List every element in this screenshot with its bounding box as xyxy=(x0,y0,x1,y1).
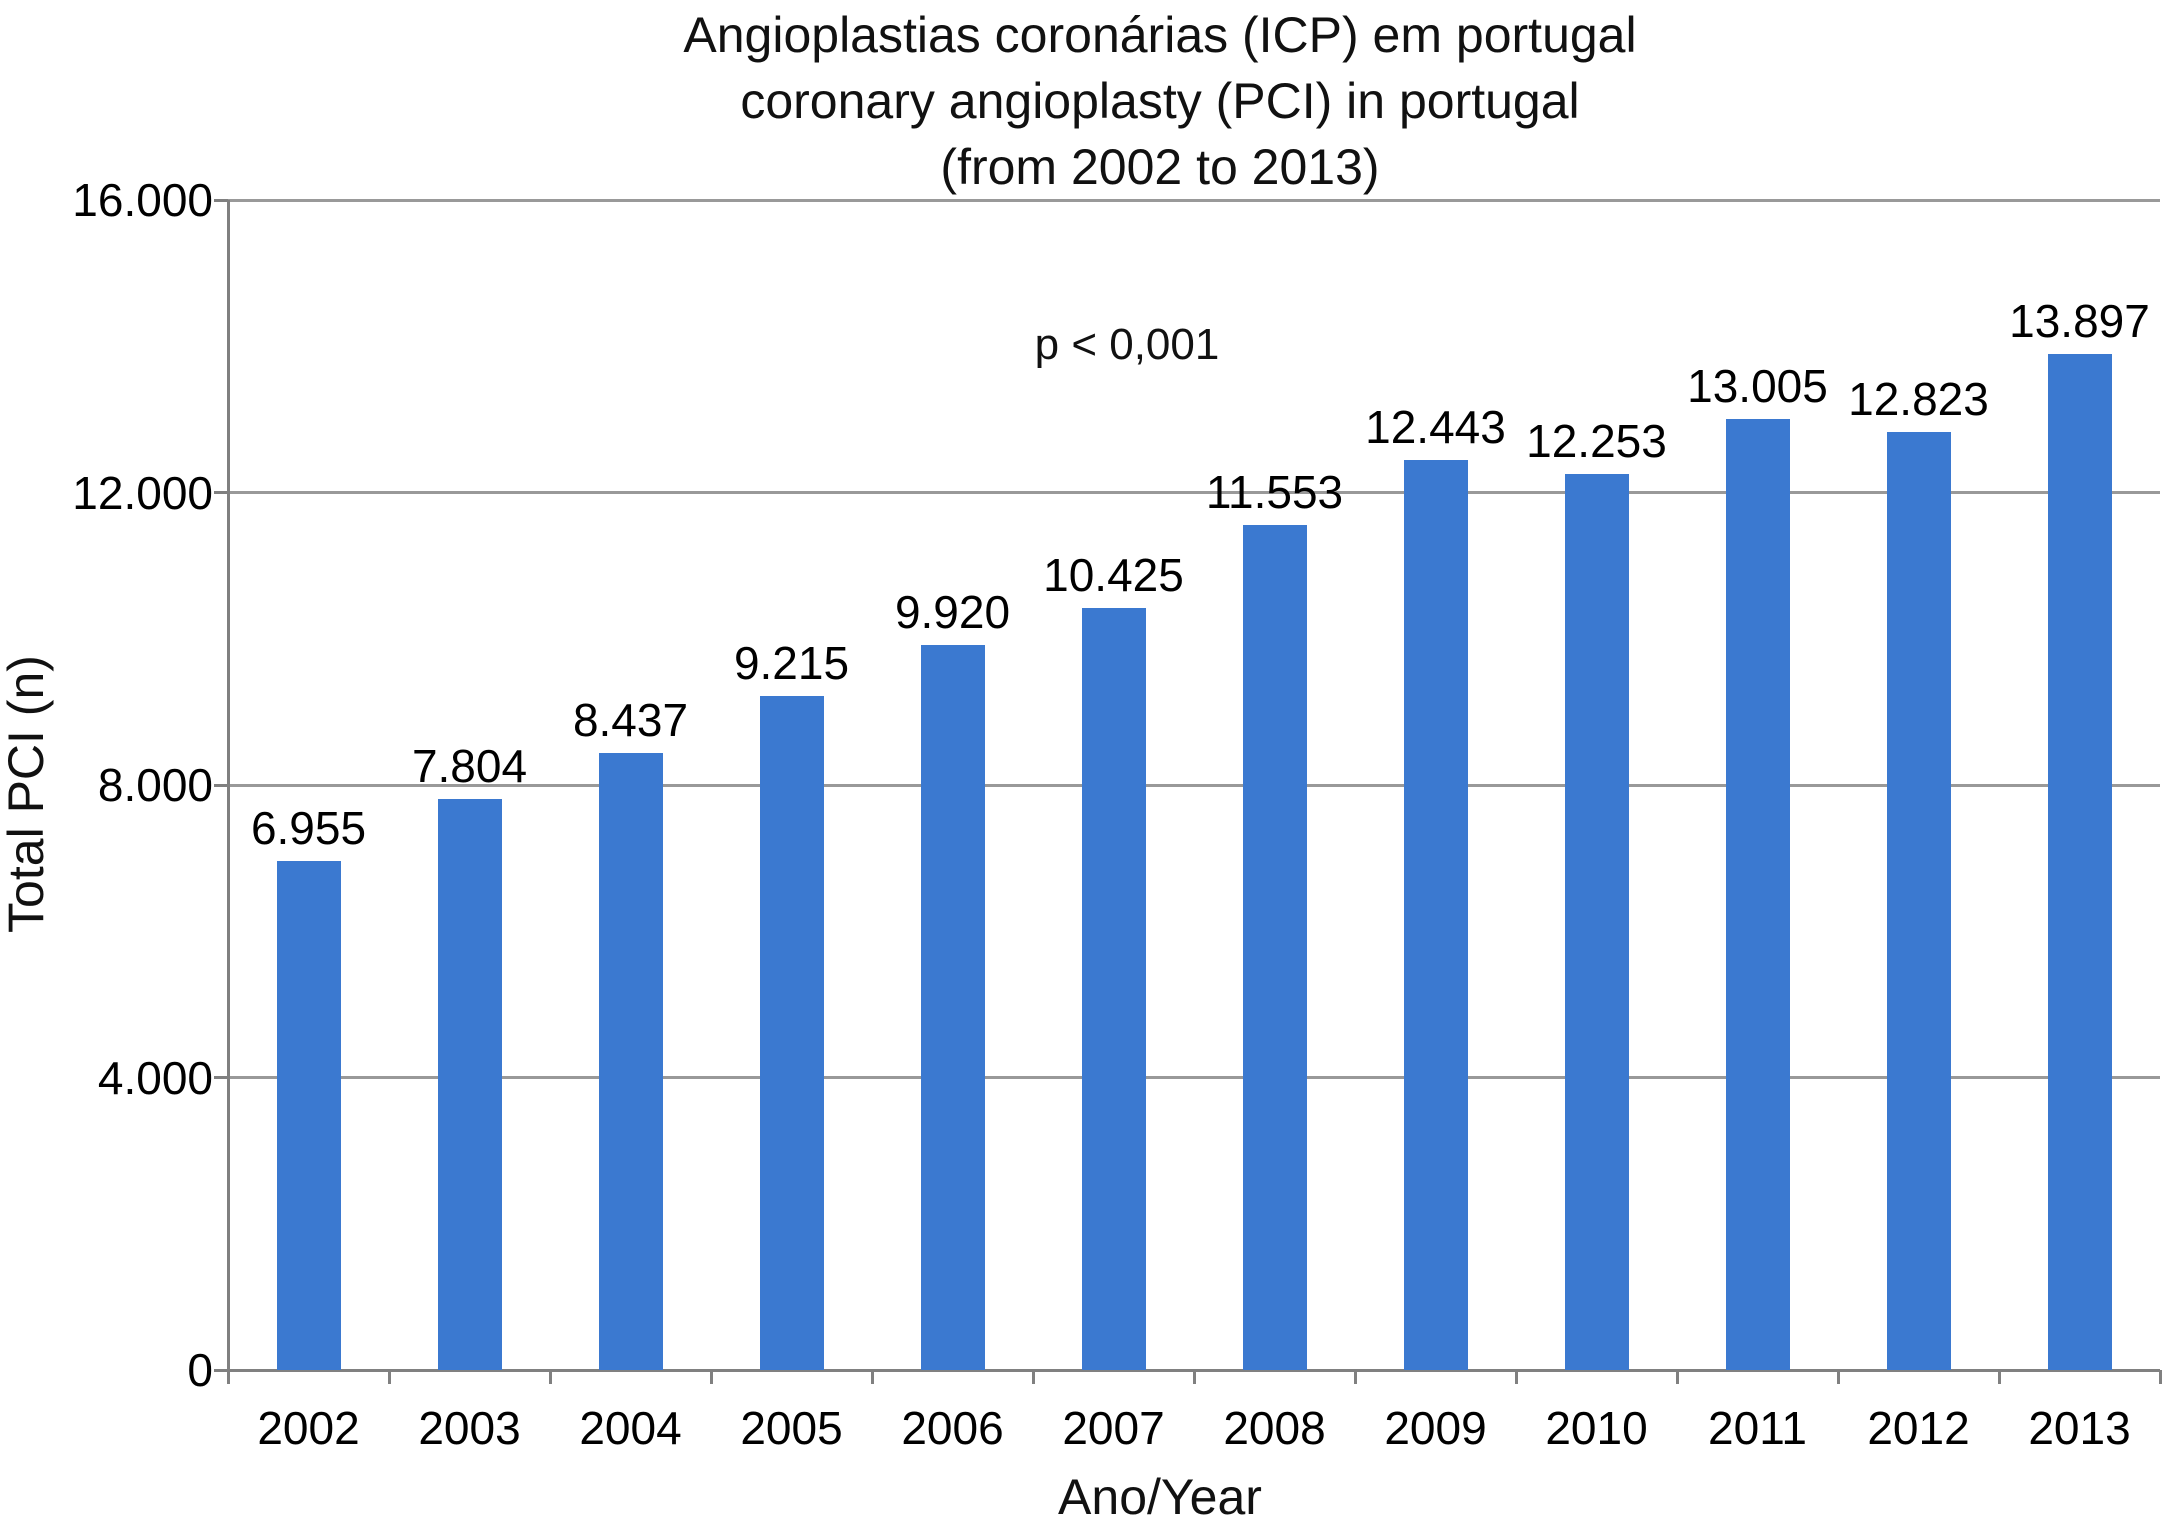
x-tick-label-2011: 2011 xyxy=(1708,1402,1807,1454)
bar-2012 xyxy=(1886,432,1951,1370)
bar-2002 xyxy=(276,861,341,1370)
y-axis-tick-8.000 xyxy=(214,783,228,787)
p-value-annotation: p < 0,001 xyxy=(1034,320,1220,369)
x-axis-tick-11 xyxy=(1997,1370,2001,1384)
x-tick-label-2002: 2002 xyxy=(257,1402,360,1454)
y-tick-label-8.000: 8.000 xyxy=(97,759,213,811)
x-axis-tick-10 xyxy=(1836,1370,1840,1384)
x-tick-label-2010: 2010 xyxy=(1545,1402,1648,1454)
bar-value-label-2007: 10.425 xyxy=(1043,548,1184,601)
x-tick-label-2004: 2004 xyxy=(579,1402,682,1454)
y-tick-label-0: 0 xyxy=(187,1344,213,1396)
chart-title-line-3: (from 2002 to 2013) xyxy=(940,139,1380,195)
x-tick-label-2003: 2003 xyxy=(418,1402,521,1454)
x-tick-label-2013: 2013 xyxy=(2028,1402,2131,1454)
chart-title: Angioplastias coronárias (ICP) em portug… xyxy=(156,2,2164,200)
x-tick-label-2012: 2012 xyxy=(1867,1402,1970,1454)
x-tick-label-2006: 2006 xyxy=(901,1402,1004,1454)
bar-value-label-2010: 12.253 xyxy=(1526,415,1667,467)
x-tick-label-2008: 2008 xyxy=(1223,1402,1326,1454)
x-axis-tick-2 xyxy=(548,1370,552,1384)
gridline-12.000 xyxy=(228,491,2160,494)
x-tick-label-2005: 2005 xyxy=(740,1402,843,1454)
bar-2005 xyxy=(759,696,824,1370)
y-axis-tick-16.000 xyxy=(214,198,228,202)
x-axis-tick-7 xyxy=(1353,1370,1357,1384)
bar-2003 xyxy=(437,799,502,1370)
bar-2007 xyxy=(1081,607,1146,1370)
y-axis-tick-12.000 xyxy=(214,491,228,494)
plot-area: 6.955 7.804 8.437 9.215 9.920 10.425 11.553 12.… xyxy=(214,198,2162,1384)
bar-value-label-2003: 7.804 xyxy=(411,740,528,793)
x-axis-line xyxy=(214,1368,2160,1372)
x-axis-tick-12 xyxy=(2158,1370,2162,1384)
x-axis-tick-1 xyxy=(387,1370,391,1384)
y-tick-label-12.000: 12.000 xyxy=(72,466,213,519)
x-axis-tick-8 xyxy=(1514,1370,1518,1384)
bar-value-label-2013: 13.897 xyxy=(2009,294,2150,347)
bar-2011 xyxy=(1725,419,1790,1370)
bar-value-label-2005: 9.215 xyxy=(733,637,850,690)
x-axis-title: Ano/Year xyxy=(1058,1469,1262,1525)
bar-value-label-2012: 12.823 xyxy=(1848,373,1989,426)
x-axis-tick-5 xyxy=(1031,1370,1035,1384)
bar-value-label-2002: 6.955 xyxy=(250,802,367,855)
x-axis-tick-0 xyxy=(226,1370,230,1384)
gridline-16.000 xyxy=(228,198,2160,202)
y-tick-label-4.000: 4.000 xyxy=(97,1051,213,1104)
bar-value-label-2009: 12.443 xyxy=(1365,401,1506,454)
bar-value-label-2006: 9.920 xyxy=(894,585,1011,638)
y-tick-label-16.000: 16.000 xyxy=(72,174,213,226)
x-axis-tick-3 xyxy=(709,1370,713,1384)
x-axis-tick-4 xyxy=(870,1370,874,1384)
x-axis-tick-9 xyxy=(1675,1370,1679,1384)
y-axis-line xyxy=(226,200,230,1384)
bar-value-label-2004: 8.437 xyxy=(572,694,689,747)
x-tick-label-2009: 2009 xyxy=(1384,1402,1487,1454)
bar-2010 xyxy=(1564,474,1629,1370)
x-axis-tick-6 xyxy=(1192,1370,1196,1384)
chart-title-line-2: coronary angioplasty (PCI) in portugal xyxy=(740,73,1580,129)
gridline-8.000 xyxy=(228,783,2160,787)
bar-2009 xyxy=(1403,460,1468,1370)
y-axis-tick-4.000 xyxy=(214,1076,228,1079)
bar-value-label-2011: 13.005 xyxy=(1687,360,1828,413)
chart-title-line-1: Angioplastias coronárias (ICP) em portug… xyxy=(683,7,1637,63)
bar-2013 xyxy=(2047,353,2112,1370)
gridline-4.000 xyxy=(228,1076,2160,1079)
bar-value-label-2008: 11.553 xyxy=(1205,466,1344,519)
bar-2008 xyxy=(1242,525,1307,1370)
x-tick-label-2007: 2007 xyxy=(1062,1402,1165,1454)
bar-2004 xyxy=(598,753,663,1370)
bar-2006 xyxy=(920,644,985,1370)
